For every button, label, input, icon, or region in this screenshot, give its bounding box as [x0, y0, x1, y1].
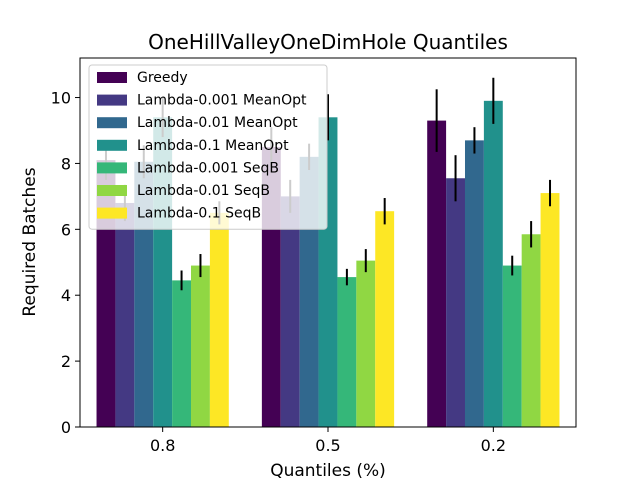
legend-swatch: [97, 117, 127, 129]
x-tick-label: 0.2: [481, 436, 506, 455]
legend-swatch: [97, 139, 127, 151]
legend-box: [88, 64, 328, 230]
legend-label: Lambda-0.001 MeanOpt: [137, 93, 307, 109]
legend-swatch: [97, 72, 127, 83]
chart-title: OneHillValleyOneDimHole Quantiles: [148, 30, 508, 54]
bar: [540, 193, 560, 427]
x-tick-label: 0.5: [315, 436, 340, 455]
y-tick-label: 8: [61, 154, 71, 173]
legend-label: Lambda-0.01 MeanOpt: [137, 115, 298, 131]
y-tick-label: 10: [51, 89, 71, 108]
y-axis-label: Required Batches: [20, 167, 40, 316]
y-tick-label: 0: [61, 418, 71, 437]
legend-label: Lambda-0.1 MeanOpt: [137, 138, 289, 154]
x-axis: 0.8 0.5 0.2: [150, 427, 506, 455]
y-tick-label: 6: [61, 220, 71, 239]
x-tick-label: 0.8: [150, 436, 175, 455]
bar: [191, 265, 210, 427]
legend-swatch: [97, 162, 127, 174]
bar: [464, 140, 484, 427]
bar: [172, 280, 192, 427]
bar: [502, 265, 522, 427]
legend-label: Greedy: [137, 70, 188, 86]
bar: [356, 260, 376, 427]
bar: [337, 277, 357, 427]
bar: [280, 196, 300, 427]
legend-label: Lambda-0.1 SeqB: [137, 206, 261, 222]
legend-label: Lambda-0.01 SeqB: [137, 183, 270, 199]
bar: [483, 100, 503, 428]
bar: [427, 120, 447, 428]
legend-swatch: [97, 207, 127, 219]
legend: Greedy Lambda-0.001 MeanOpt Lambda-0.01 Me…: [88, 64, 328, 230]
y-axis: 0 2 4 6 8 10: [51, 89, 80, 437]
x-axis-label: Quantiles (%): [270, 461, 386, 480]
bar: [521, 234, 541, 427]
bar: [115, 202, 135, 427]
bar: [446, 178, 465, 427]
bar: [375, 211, 395, 427]
y-tick-label: 4: [61, 286, 71, 305]
y-tick-label: 2: [61, 352, 71, 371]
legend-swatch: [97, 185, 127, 196]
legend-label: Lambda-0.001 SeqB: [137, 160, 279, 176]
bar: [209, 212, 229, 427]
legend-swatch: [97, 94, 127, 106]
